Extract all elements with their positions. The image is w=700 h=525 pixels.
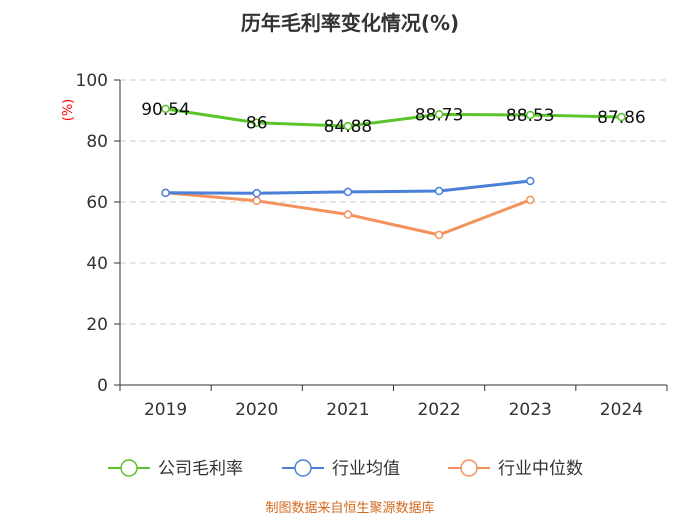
y-tick-label-80: 80 <box>86 132 108 152</box>
series-0-point-2024 <box>617 112 626 122</box>
gridlines <box>120 79 667 325</box>
series-2-point-2020 <box>252 196 261 206</box>
legend-marker-1 <box>294 459 312 477</box>
x-tick-label-2022: 2022 <box>417 400 460 420</box>
series-0-point-2020 <box>252 118 261 127</box>
x-tick-label-2023: 2023 <box>509 400 552 420</box>
source-note: 制图数据来自恒生聚源数据库 <box>265 500 434 516</box>
legend-label-1: 行业均值 <box>332 459 400 479</box>
legend-label-0: 公司毛利率 <box>158 459 243 479</box>
series-layer <box>161 104 626 240</box>
series-2-point-2021 <box>343 210 353 219</box>
y-axis-label: (%) <box>61 99 76 122</box>
data-labels: 90.54 86 84.88 88.73 88.53 87.86 <box>141 100 646 137</box>
data-label-2024: 87.86 <box>597 108 646 128</box>
series-0-point-2021 <box>343 121 353 131</box>
data-label-2019: 90.54 <box>141 100 190 120</box>
series-line-0 <box>165 107 622 128</box>
y-tick-label-40: 40 <box>86 254 108 274</box>
y-tick-label-60: 60 <box>86 193 108 213</box>
legend-label-2: 行业中位数 <box>498 459 583 479</box>
series-2-point-2023 <box>526 195 535 205</box>
legend: 公司毛利率 行业均值 行业中位数 <box>108 459 583 479</box>
y-tick-label-20: 20 <box>86 315 108 335</box>
x-tick-label-2019: 2019 <box>144 400 187 420</box>
axes: 0 20 40 60 80 100 2019 2020 2021 2022 2023 2024 <box>76 71 668 420</box>
x-tick-label-2024: 2024 <box>600 400 643 420</box>
data-label-2020: 86 <box>246 114 268 134</box>
chart-title: 历年毛利率变化情况(%) <box>241 11 459 35</box>
y-tick-label-100: 100 <box>76 71 108 91</box>
series-0-point-2023 <box>526 110 535 120</box>
legend-marker-2 <box>460 459 478 477</box>
data-label-2022: 88.73 <box>415 105 464 125</box>
x-tick-label-2021: 2021 <box>326 400 369 420</box>
series-1-point-2020 <box>252 188 261 198</box>
series-0-point-2022 <box>434 110 444 119</box>
series-0-point-2019 <box>161 104 170 114</box>
series-1-point-2021 <box>343 187 353 197</box>
x-tick-label-2020: 2020 <box>235 400 278 420</box>
data-label-2023: 88.53 <box>506 106 555 126</box>
series-1-point-2022 <box>434 186 444 196</box>
legend-marker-0 <box>120 459 138 477</box>
series-2-point-2022 <box>434 230 444 240</box>
y-tick-label-0: 0 <box>97 376 108 396</box>
series-1-point-2023 <box>526 176 535 186</box>
data-label-2021: 84.88 <box>324 117 373 137</box>
series-1-point-2019 <box>161 188 170 198</box>
